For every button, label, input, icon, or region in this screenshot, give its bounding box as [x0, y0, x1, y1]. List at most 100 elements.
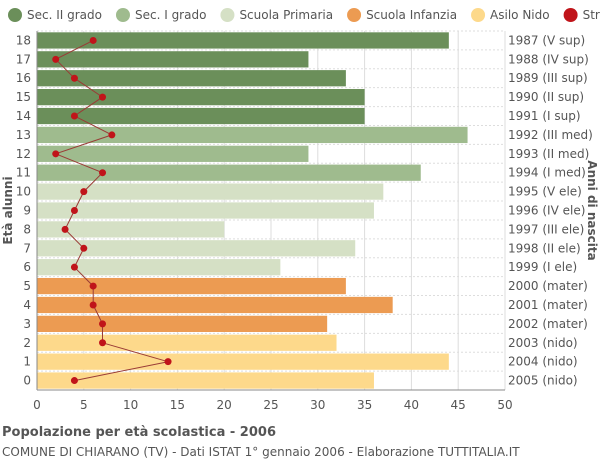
bar-age-4	[37, 296, 393, 314]
stranieri-point-age-9	[70, 207, 78, 214]
x-tick-label: 5	[80, 398, 88, 412]
y-tick-label-birth: 1989 (III sup)	[508, 71, 588, 85]
y-tick-label-birth: 1992 (III med)	[508, 128, 593, 142]
y-axis-title-left: Età alunni	[1, 176, 15, 244]
y-tick-label-birth: 2005 (nido)	[508, 374, 578, 388]
y-tick-label-birth: 2001 (mater)	[508, 298, 588, 312]
stranieri-point-age-18	[89, 36, 97, 44]
bar-age-18	[37, 32, 449, 49]
x-tick-label: 20	[217, 398, 232, 412]
y-tick-label-age: 3	[23, 317, 31, 331]
legend-marker-3	[347, 8, 362, 22]
y-tick-label-age: 1	[23, 355, 31, 369]
bar-age-6	[37, 259, 281, 276]
bar-age-3	[37, 315, 328, 332]
bar-age-7	[37, 240, 356, 257]
x-tick-label: 50	[497, 398, 512, 412]
x-tick-label: 25	[263, 398, 278, 412]
bar-age-5	[37, 277, 346, 295]
stranieri-point-age-8	[61, 225, 69, 233]
y-tick-label-age: 10	[16, 185, 31, 199]
bar-age-17	[37, 51, 309, 68]
bar-age-13	[37, 126, 468, 144]
y-tick-label-birth: 1988 (IV sup)	[508, 52, 589, 66]
y-tick-label-age: 5	[23, 279, 31, 293]
bar-age-1	[37, 353, 449, 370]
stranieri-point-age-0	[70, 377, 78, 385]
legend-marker-2	[220, 8, 235, 22]
bar-age-0	[37, 372, 374, 389]
stranieri-point-age-2	[99, 339, 107, 347]
y-tick-label-birth: 1997 (III ele)	[508, 222, 584, 236]
stranieri-point-age-11	[99, 169, 107, 177]
y-tick-label-birth: 2004 (nido)	[508, 355, 578, 369]
bar-age-14	[37, 107, 365, 125]
chart-title: Popolazione per età scolastica - 2006	[2, 425, 276, 440]
y-tick-label-birth: 2003 (nido)	[508, 336, 578, 350]
y-tick-label-age: 15	[16, 90, 31, 104]
legend-label-5: Stranieri	[583, 8, 600, 22]
stranieri-point-age-13	[108, 131, 116, 139]
y-tick-label-birth: 2002 (mater)	[508, 317, 588, 331]
x-tick-label: 40	[404, 398, 419, 412]
y-tick-label-birth: 1994 (I med)	[508, 166, 586, 180]
y-axis-title-right: Anni di nascita	[585, 160, 599, 260]
bar-age-15	[37, 89, 365, 106]
x-tick-label: 0	[33, 398, 41, 412]
y-tick-label-birth: 1991 (I sup)	[508, 109, 581, 123]
legend-marker-0	[8, 8, 22, 22]
bar-age-10	[37, 183, 384, 200]
legend-label-0: Sec. II grado	[27, 8, 102, 22]
y-tick-label-birth: 1998 (II ele)	[508, 241, 581, 255]
legend-label-4: Asilo Nido	[490, 8, 550, 22]
y-tick-label-age: 8	[23, 222, 31, 236]
stranieri-point-age-12	[52, 150, 60, 158]
stranieri-point-age-14	[70, 112, 78, 120]
y-tick-label-birth: 1993 (II med)	[508, 147, 589, 161]
y-tick-label-age: 14	[16, 109, 31, 123]
stranieri-point-age-10	[80, 188, 88, 196]
x-tick-label: 30	[310, 398, 325, 412]
y-tick-label-age: 13	[16, 128, 31, 142]
stranieri-point-age-16	[70, 74, 78, 82]
bar-age-8	[37, 221, 225, 238]
y-tick-label-birth: 1990 (II sup)	[508, 90, 584, 104]
chart-subtitle: COMUNE DI CHIARANO (TV) - Dati ISTAT 1° …	[2, 445, 520, 459]
bar-age-9	[37, 202, 374, 219]
stranieri-point-age-3	[99, 320, 107, 328]
x-tick-label: 10	[123, 398, 138, 412]
y-tick-label-age: 2	[23, 336, 31, 350]
x-tick-label: 45	[451, 398, 466, 412]
stranieri-point-age-6	[70, 263, 78, 271]
y-tick-label-age: 6	[23, 260, 31, 274]
x-tick-label: 35	[357, 398, 372, 412]
y-tick-label-age: 16	[16, 71, 31, 85]
legend-label-2: Scuola Primaria	[239, 8, 333, 22]
y-tick-label-age: 0	[23, 374, 31, 388]
legend-marker-1	[115, 8, 130, 22]
bar-age-11	[37, 164, 421, 181]
stranieri-point-age-1	[164, 358, 172, 366]
y-tick-label-age: 17	[16, 52, 31, 66]
stranieri-point-age-7	[80, 244, 88, 252]
legend-marker-5	[563, 8, 578, 22]
bar-age-12	[37, 145, 309, 162]
y-tick-label-age: 18	[16, 33, 31, 47]
y-tick-label-birth: 1996 (IV ele)	[508, 204, 585, 218]
bar-age-16	[37, 70, 346, 87]
x-tick-label: 15	[170, 398, 185, 412]
y-tick-label-birth: 1987 (V sup)	[508, 33, 585, 47]
y-tick-label-birth: 1999 (I ele)	[508, 260, 577, 274]
legend-marker-4	[471, 8, 486, 22]
legend-label-3: Scuola Infanzia	[366, 8, 457, 22]
stranieri-point-age-5	[89, 282, 97, 290]
y-tick-label-age: 9	[23, 204, 31, 218]
stranieri-point-age-17	[52, 55, 60, 63]
y-tick-label-age: 4	[23, 298, 31, 312]
y-tick-label-age: 7	[23, 241, 31, 255]
bar-age-2	[37, 334, 337, 351]
stranieri-point-age-15	[99, 93, 107, 101]
y-tick-label-age: 12	[16, 147, 31, 161]
